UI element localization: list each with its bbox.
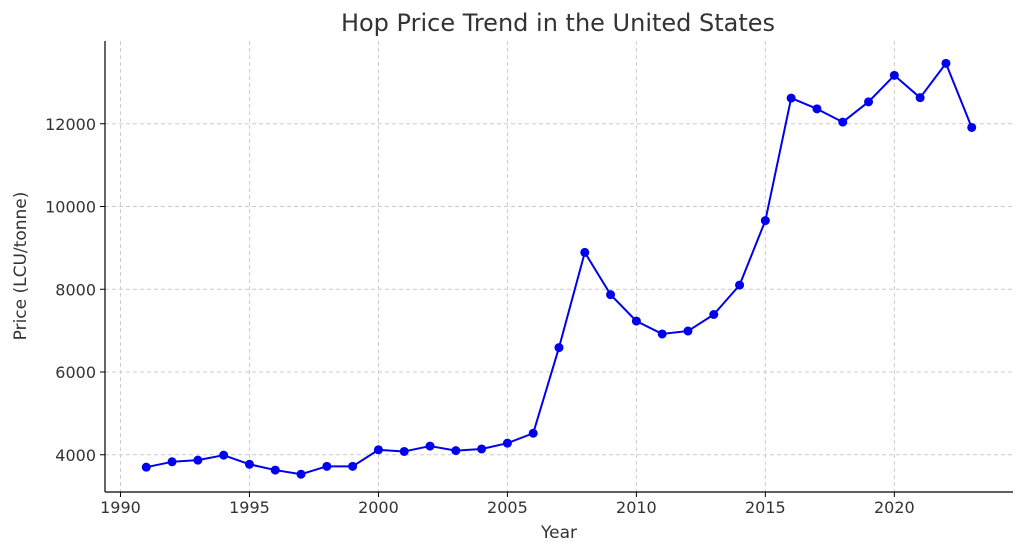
data-point — [399, 446, 409, 456]
x-tick-label: 2005 — [487, 498, 528, 517]
y-ticks: 4000 6000 8000 10000 12000 — [45, 115, 105, 465]
data-point — [864, 97, 874, 107]
chart-title: Hop Price Trend in the United States — [341, 9, 775, 37]
grid — [105, 41, 1013, 492]
data-point — [348, 461, 358, 471]
data-point — [554, 343, 564, 353]
y-tick-label: 8000 — [55, 280, 96, 299]
data-point — [735, 280, 745, 290]
x-tick-label: 2015 — [745, 498, 786, 517]
data-point — [451, 446, 461, 456]
data-point — [606, 290, 616, 300]
x-tick-label: 2010 — [616, 498, 657, 517]
data-point — [709, 309, 719, 319]
y-tick-label: 6000 — [55, 363, 96, 382]
y-axis-label: Price (LCU/tonne) — [11, 192, 31, 341]
data-point — [477, 444, 487, 454]
data-point — [244, 459, 254, 469]
y-tick-label: 10000 — [45, 198, 96, 217]
series-layer — [141, 58, 977, 479]
series-line — [146, 62, 973, 476]
data-point — [270, 465, 280, 475]
data-point — [657, 329, 667, 339]
x-tick-label: 1990 — [100, 498, 141, 517]
data-point — [838, 117, 848, 127]
data-point — [967, 122, 977, 132]
data-point — [760, 216, 770, 226]
axes — [104, 41, 1013, 493]
data-point — [683, 326, 693, 336]
y-tick-label: 12000 — [45, 115, 96, 134]
data-point — [322, 461, 332, 471]
data-point — [528, 428, 538, 438]
x-tick-label: 2000 — [358, 498, 399, 517]
x-ticks: 1990 1995 2000 2005 2010 2015 2020 — [100, 492, 915, 517]
data-point — [141, 462, 151, 472]
data-point — [915, 93, 925, 103]
data-point — [296, 469, 306, 479]
data-point — [502, 438, 512, 448]
data-point — [219, 450, 229, 460]
data-point — [580, 247, 590, 257]
data-point — [373, 445, 383, 455]
data-point — [167, 457, 177, 467]
data-point — [425, 441, 435, 451]
x-axis-label: Year — [540, 523, 577, 543]
y-tick-label: 4000 — [55, 446, 96, 465]
data-point — [631, 316, 641, 326]
data-point — [941, 58, 951, 68]
x-tick-label: 2020 — [874, 498, 915, 517]
data-point — [812, 104, 822, 114]
data-point — [786, 93, 796, 103]
data-point — [193, 455, 203, 465]
x-tick-label: 1995 — [229, 498, 270, 517]
data-point — [889, 70, 899, 80]
